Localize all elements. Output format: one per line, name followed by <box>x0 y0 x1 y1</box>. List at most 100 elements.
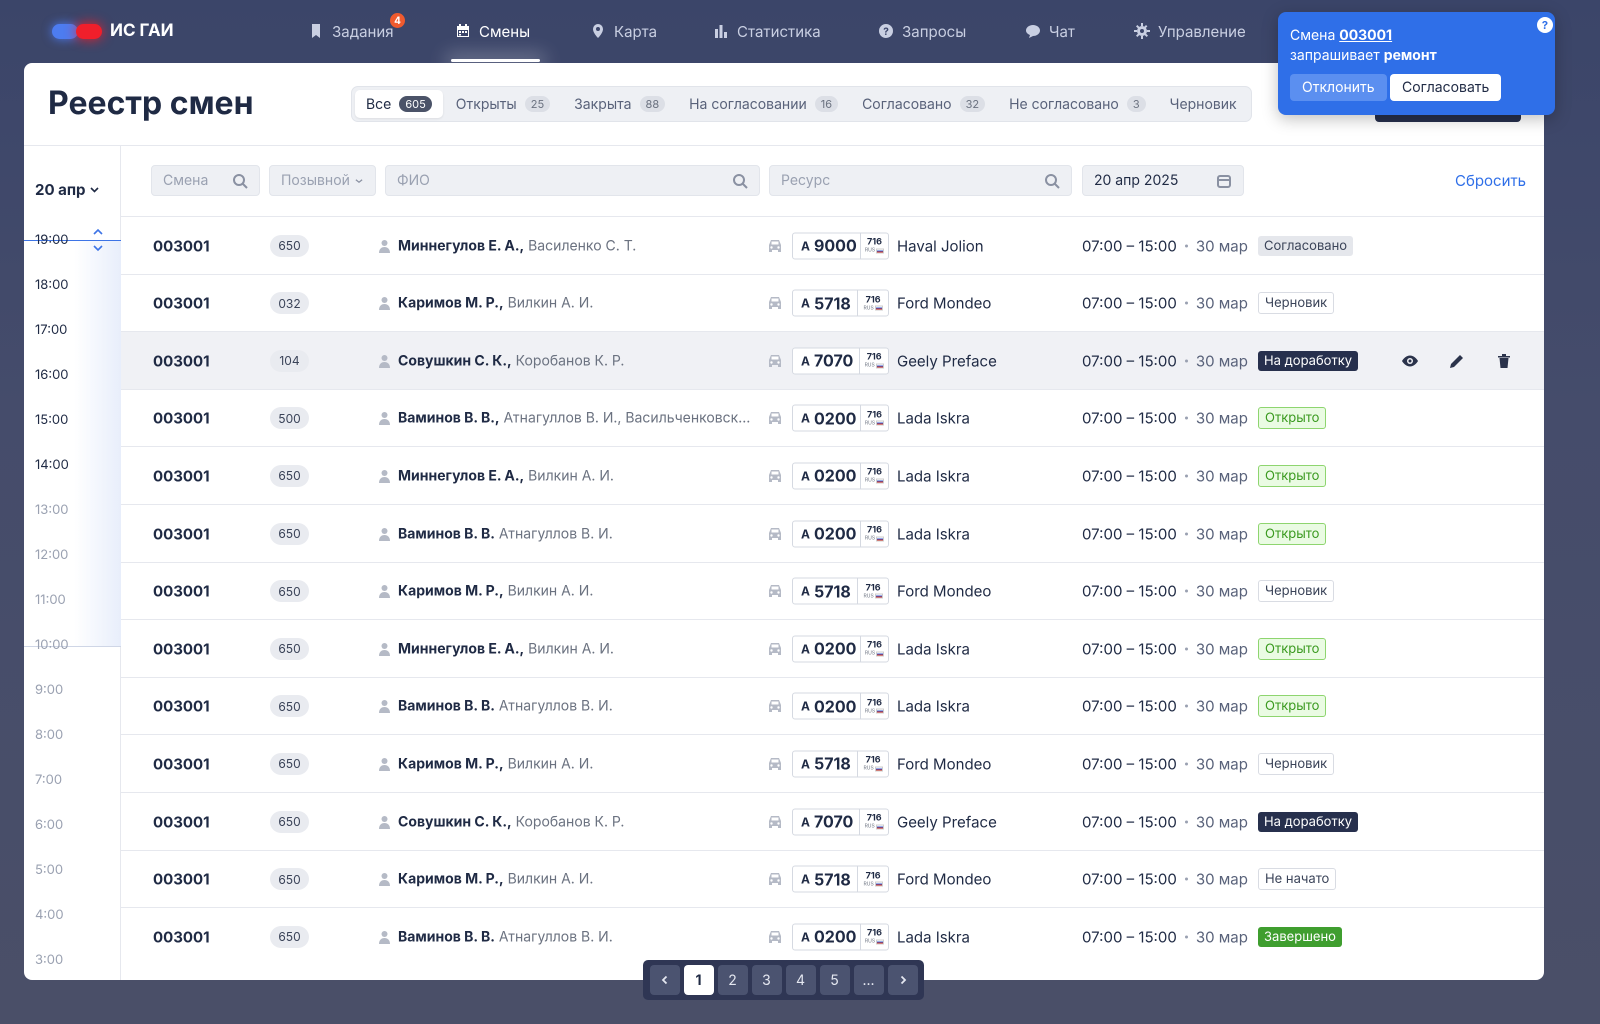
nav-item[interactable]: ? Запросы <box>878 18 966 44</box>
status-badge: Открыто <box>1258 522 1327 545</box>
lead-name: Каримов М. Р., <box>398 870 504 888</box>
row-action[interactable] <box>1401 352 1419 370</box>
date-picker[interactable]: 20 апр <box>35 180 100 199</box>
shift-date: 30 мар <box>1195 639 1248 659</box>
reset-link[interactable]: Сбросить <box>1455 171 1527 190</box>
plate-number: 0200 <box>813 638 857 659</box>
row-action[interactable] <box>1448 352 1466 370</box>
table-row[interactable]: 003001 650 Ваминов В. В. Атнагуллов В. И. А… <box>121 676 1544 735</box>
license-plate: А 0200 716 RUS <box>792 923 889 951</box>
shift-id: 003001 <box>153 639 210 659</box>
shift-id: 003001 <box>153 927 210 947</box>
plate-number: 7070 <box>813 811 854 832</box>
tab[interactable]: Закрыта 88 <box>563 90 676 118</box>
tab-label: Черновик <box>1169 95 1237 113</box>
region-code: 716 <box>867 409 882 421</box>
shift-link[interactable]: 003001 <box>1339 27 1393 44</box>
person-icon <box>379 757 390 771</box>
row-action[interactable] <box>1495 352 1513 370</box>
table-row[interactable]: 003001 650 Каримов М. Р., Вилкин А. И. А 571… <box>121 561 1544 620</box>
callsign: 650 <box>270 234 309 257</box>
tab[interactable]: На согласовании 16 <box>678 90 849 118</box>
nav-item[interactable]: Карта <box>590 18 657 44</box>
filter-shift[interactable]: Смена <box>151 165 260 196</box>
filter-date[interactable]: 20 апр 2025 <box>1082 165 1244 196</box>
country-code: RUS <box>864 362 875 369</box>
nav-item[interactable]: Чат <box>1025 18 1075 44</box>
table-row[interactable]: 003001 500 Ваминов В. В., Атнагуллов В. И.… <box>121 388 1544 447</box>
page-button[interactable]: 4 <box>785 965 816 995</box>
table-row[interactable]: 003001 650 Совушкин С. К., Коробанов К. Р.… <box>121 792 1544 850</box>
tab-label: Не согласовано <box>1009 95 1119 113</box>
page-button[interactable]: 3 <box>751 965 782 995</box>
table-row[interactable]: 003001 650 Ваминов В. В. Атнагуллов В. И. А… <box>121 504 1544 562</box>
approve-button[interactable]: Согласовать <box>1390 74 1502 101</box>
crew-members: Коробанов К. Р. <box>515 813 625 830</box>
country: RUS <box>864 593 883 599</box>
tab[interactable]: Открыты 25 <box>445 90 561 118</box>
decline-button[interactable]: Отклонить <box>1290 74 1387 101</box>
lead-name: Ваминов В. В. <box>398 697 495 715</box>
shift-time: 07:00 – 15:00 <box>1082 351 1177 371</box>
time-label: 12:00 <box>35 547 69 563</box>
table-row[interactable]: 003001 650 Каримов М. Р., Вилкин А. И. А 571… <box>121 734 1544 792</box>
filter-callsign[interactable]: Позывной <box>269 165 376 196</box>
table-row[interactable]: 003001 650 Ваминов В. В. Атнагуллов В. И. А… <box>121 907 1544 965</box>
tab[interactable]: Не согласовано 3 <box>998 90 1157 118</box>
arrow-icon <box>900 975 906 985</box>
tab[interactable]: Все 605 <box>355 90 443 118</box>
nav-item[interactable]: Управление <box>1134 18 1246 44</box>
shift-date: 30 мар <box>1195 524 1248 543</box>
car-icon <box>769 527 781 540</box>
nav-item[interactable]: Задания 4 <box>308 13 405 44</box>
page-button[interactable]: 2 <box>717 965 748 995</box>
date-label: 20 апр <box>35 180 86 199</box>
placeholder: ФИО <box>397 172 430 189</box>
license-plate: А 5718 716 RUS <box>792 865 889 893</box>
license-plate: А 7070 716 RUS <box>792 347 889 375</box>
page-button[interactable]: 5 <box>819 965 850 995</box>
tab[interactable]: Черновик <box>1159 90 1248 118</box>
next-page[interactable] <box>887 965 918 995</box>
nav-item[interactable]: Смены <box>451 18 540 62</box>
range-arrows[interactable] <box>92 226 104 254</box>
status-tabs: Все 605 Открыты 25 Закрыта 88 На согласовании 1… <box>351 86 1252 122</box>
status-badge: На доработку <box>1258 350 1359 371</box>
plate-region: 716 RUS <box>859 405 888 431</box>
status-badge: Черновик <box>1258 580 1335 603</box>
prev-page[interactable] <box>649 965 680 995</box>
dot <box>1184 820 1188 823</box>
plate-letter: А <box>801 526 810 541</box>
crew-names: Ваминов В. В. Атнагуллов В. И. <box>398 525 753 542</box>
table-row[interactable]: 003001 650 Миннегулов Е. А., Вилкин А. И. А… <box>121 619 1544 677</box>
page-button[interactable]: 1 <box>683 965 714 995</box>
nav-label: Карта <box>614 21 658 41</box>
plate-region: 716 RUS <box>859 809 888 834</box>
country-code: RUS <box>864 938 876 945</box>
table-row[interactable]: 003001 650 Каримов М. Р., Вилкин А. И. А 571… <box>121 849 1544 908</box>
callsign: 650 <box>270 868 309 891</box>
time-range: 07:00 – 15:00 30 мар <box>1082 409 1248 428</box>
tab-label: Закрыта <box>574 95 632 113</box>
country: RUS <box>865 651 885 657</box>
status-badge: Открыто <box>1258 407 1327 430</box>
help-icon[interactable]: ? <box>1537 17 1553 33</box>
plate-letter: А <box>801 353 810 369</box>
car-icon <box>769 873 781 886</box>
table-row[interactable]: 003001 650 Миннегулов Е. А., Вилкин А. И. А… <box>121 446 1544 504</box>
tab[interactable]: Согласовано 32 <box>851 90 996 118</box>
tab-count: 16 <box>814 96 839 112</box>
table-row[interactable]: 003001 104 Совушкин С. К., Коробанов К. Р.… <box>121 331 1544 390</box>
lead-name: Каримов М. Р., <box>398 294 504 312</box>
resource: Ford Mondeo <box>897 581 992 601</box>
nav-item[interactable]: Статистика <box>713 18 821 44</box>
table-row[interactable]: 003001 032 Каримов М. Р., Вилкин А. И. А 571… <box>121 273 1544 332</box>
crew-members: Вилкин А. И. <box>528 640 614 658</box>
nav-badge: 4 <box>390 13 405 28</box>
page-button[interactable]: ... <box>853 965 884 995</box>
table-row[interactable]: 003001 650 Миннегулов Е. А., Василенко С. … <box>121 216 1544 274</box>
filter-resource[interactable]: Ресурс <box>769 165 1072 196</box>
person-icon-wrap <box>379 757 390 771</box>
svg-text:?: ? <box>883 26 889 38</box>
filter-name[interactable]: ФИО <box>385 165 760 196</box>
